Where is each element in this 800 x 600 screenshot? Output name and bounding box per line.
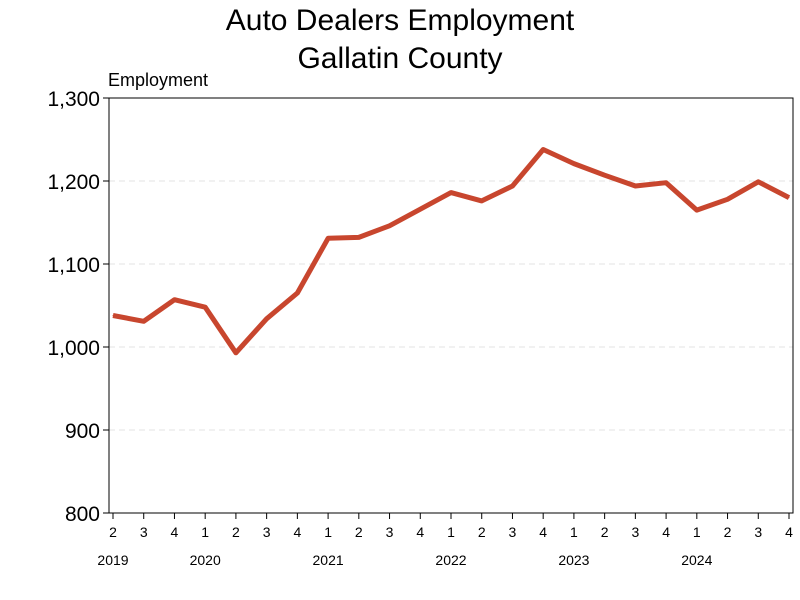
gridlines <box>109 180 793 431</box>
x-tick-label: 1 <box>201 524 209 540</box>
data-point <box>235 352 237 354</box>
data-point <box>143 320 145 322</box>
data-point <box>511 185 513 187</box>
x-tick-label: 2 <box>601 524 609 540</box>
plot-frame <box>108 97 794 514</box>
y-tick-label: 800 <box>65 503 100 526</box>
x-tick-label: 2 <box>109 524 117 540</box>
x-tick-label: 3 <box>754 524 762 540</box>
x-tick-label: 4 <box>539 524 547 540</box>
data-point <box>204 306 206 308</box>
data-point <box>266 318 268 320</box>
x-year-label: 2023 <box>558 552 589 568</box>
x-tick-label: 1 <box>447 524 455 540</box>
data-point <box>542 148 544 150</box>
data-point <box>358 236 360 238</box>
chart-title-line-2: Gallatin County <box>297 42 502 75</box>
data-point <box>604 174 606 176</box>
y-tick-label: 1,300 <box>47 88 100 111</box>
x-tick-label: 3 <box>631 524 639 540</box>
data-point <box>481 200 483 202</box>
y-axis-ticks: 800 900 1,000 1,100 1,200 1,300 <box>47 88 109 526</box>
y-tick-label: 1,100 <box>47 254 100 277</box>
x-tick-label: 3 <box>386 524 394 540</box>
data-point <box>788 197 790 199</box>
x-tick-label: 1 <box>324 524 332 540</box>
x-tick-label: 1 <box>693 524 701 540</box>
x-tick-label: 4 <box>662 524 670 540</box>
data-point <box>173 299 175 301</box>
x-year-label: 2019 <box>97 552 128 568</box>
series-layer <box>112 147 791 356</box>
data-point <box>389 225 391 227</box>
series-line <box>112 147 791 356</box>
data-point <box>696 209 698 211</box>
data-point <box>296 292 298 294</box>
y-tick-label: 900 <box>65 420 100 443</box>
x-tick-label: 2 <box>355 524 363 540</box>
data-point <box>450 192 452 194</box>
x-year-label: 2021 <box>313 552 344 568</box>
data-point <box>112 314 114 316</box>
x-tick-label: 4 <box>293 524 301 540</box>
data-point <box>665 182 667 184</box>
x-tick-label: 4 <box>416 524 424 540</box>
data-point <box>727 198 729 200</box>
x-tick-label: 3 <box>509 524 517 540</box>
data-point <box>634 185 636 187</box>
x-tick-label: 2 <box>724 524 732 540</box>
data-point <box>573 163 575 165</box>
x-tick-label: 4 <box>171 524 179 540</box>
x-year-label: 2024 <box>681 552 712 568</box>
data-point <box>419 208 421 210</box>
chart-title-line-1: Auto Dealers Employment <box>226 4 575 37</box>
x-axis-ticks: 2 3 4 1 2 3 4 1 2 3 4 1 2 3 4 1 2 3 4 1 2 3 4 2019 2020 2021 2022 2… <box>97 513 793 568</box>
data-point <box>327 237 329 239</box>
y-axis-label: Employment <box>108 70 208 90</box>
x-tick-label: 2 <box>232 524 240 540</box>
x-tick-label: 3 <box>140 524 148 540</box>
x-tick-label: 3 <box>263 524 271 540</box>
x-tick-label: 2 <box>478 524 486 540</box>
x-year-label: 2020 <box>190 552 221 568</box>
x-tick-label: 1 <box>570 524 578 540</box>
y-tick-label: 1,000 <box>47 337 100 360</box>
x-tick-label: 4 <box>785 524 793 540</box>
y-tick-label: 1,200 <box>47 171 100 194</box>
data-point <box>757 181 759 183</box>
x-year-label: 2022 <box>435 552 466 568</box>
